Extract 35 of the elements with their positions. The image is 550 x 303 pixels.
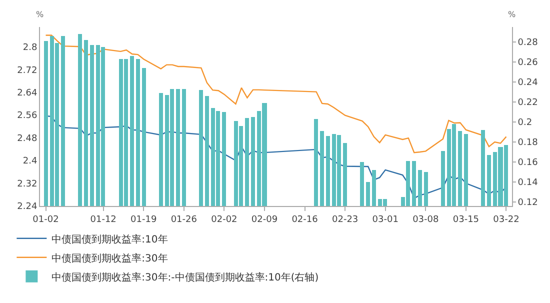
y2-tick-label: 0.24 [518, 78, 538, 88]
x-tick-label: 02-09 [251, 214, 278, 225]
x-tick-label: 03-08 [412, 214, 440, 225]
x-tick-label: 02-23 [332, 214, 358, 225]
y-tick-label: 2.48 [17, 134, 38, 144]
x-tick-label: 01-19 [130, 214, 157, 225]
y2-tick-label: 0.12 [518, 198, 538, 208]
y2-tick-label: 0.16 [518, 158, 538, 168]
line-series [45, 34, 507, 154]
y2-tick-label: 0.14 [518, 178, 538, 188]
y2-tick-label: 0.22 [518, 98, 538, 108]
y2-tick-label: 0.26 [518, 58, 538, 68]
x-tick-label: 03-22 [493, 214, 520, 225]
y2-tick-label: 0.28 [518, 38, 538, 48]
legend-label: 中债国债到期收益率:30年 [52, 252, 168, 264]
y-tick-label: 2.4 [22, 156, 38, 167]
x-tick-label: 01-02 [32, 214, 59, 225]
legend-label: 中债国债到期收益率:10年 [52, 233, 168, 246]
y-tick-label: 2.72 [17, 66, 38, 76]
y-tick-label: 2.56 [17, 111, 38, 122]
x-tick-label: 02-02 [211, 214, 238, 225]
legend-label: 中债国债到期收益率:30年:-中债国债到期收益率:10年(右轴) [52, 271, 319, 284]
y2-tick-label: 0.18 [518, 138, 538, 148]
y-tick-label: 2.32 [17, 179, 38, 190]
x-tick-label: 03-15 [452, 214, 480, 225]
x-tick-label: 01-12 [90, 214, 116, 225]
y-tick-label: 2.64 [17, 88, 38, 98]
x-tick-label: 02-16 [292, 214, 318, 225]
y-axis-title: % [36, 10, 44, 19]
x-tick-label: 01-26 [170, 214, 198, 225]
y2-axis-title: % [508, 10, 516, 19]
y-tick-label: 2.24 [17, 202, 38, 212]
y-tick-label: 2.8 [22, 43, 38, 54]
x-tick-label: 03-01 [372, 214, 398, 225]
y2-tick-label: 0.2 [518, 118, 532, 128]
